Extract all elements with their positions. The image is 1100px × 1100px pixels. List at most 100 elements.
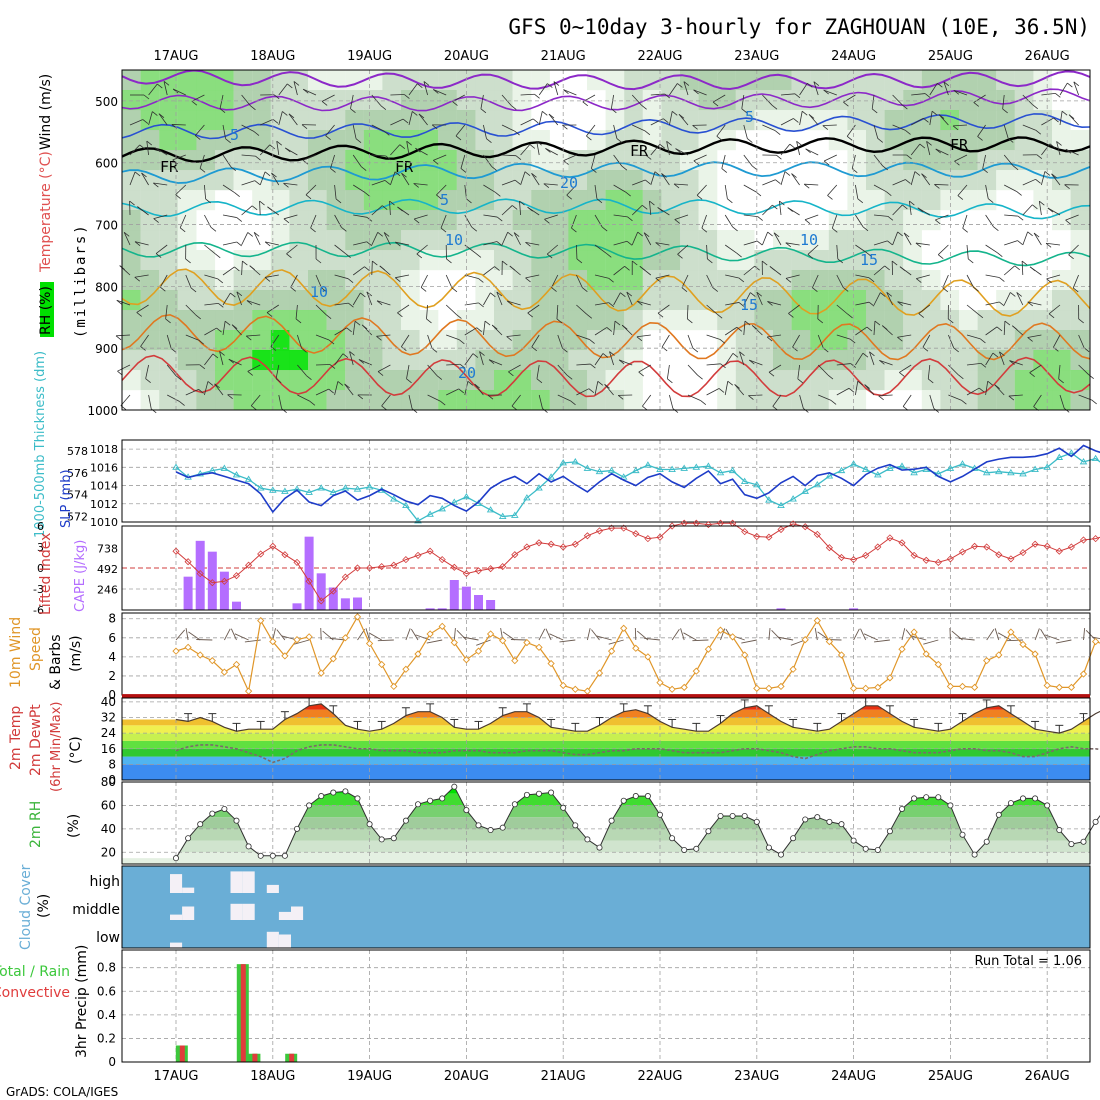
rh-shade-cell — [326, 170, 346, 191]
wind-barb — [525, 241, 540, 246]
rh-shade-cell — [661, 150, 681, 171]
wind10m-point — [777, 682, 785, 691]
wind-barb-flag — [306, 375, 312, 380]
cloud-block-low — [266, 931, 279, 948]
rh-shade-cell — [270, 90, 290, 111]
rh-shade-cell — [531, 70, 550, 91]
wind-barb-flag — [399, 144, 406, 149]
cape-bar — [183, 576, 193, 610]
rh2m-point — [257, 852, 264, 859]
wind10m-point — [716, 626, 725, 634]
wind10m-point — [741, 651, 749, 659]
wind-barb — [1041, 143, 1051, 156]
wind-barb — [613, 321, 616, 336]
temperature-band — [122, 748, 1090, 757]
wind-barb — [649, 201, 652, 216]
wind-barb — [610, 94, 614, 109]
rh-shade-cell — [419, 370, 439, 391]
rh-shade-cell — [866, 270, 885, 291]
wind-barb — [418, 113, 428, 126]
rh-shade-cell — [419, 230, 439, 251]
rh-shade-cell — [940, 350, 960, 371]
wind-barb-flag — [154, 147, 161, 153]
wind-barb-flag — [720, 363, 726, 369]
wind-barb-flag — [918, 313, 924, 318]
wind-barb — [480, 94, 484, 109]
wind-barb-flag — [980, 338, 986, 344]
wind-barb-flag — [275, 378, 282, 384]
rh2m-point — [523, 791, 530, 798]
wind-barb-flag — [475, 253, 482, 258]
wind-barb — [706, 304, 718, 315]
wind-barb — [632, 179, 646, 186]
thickness-point — [244, 475, 253, 482]
rh2m-point — [354, 795, 361, 802]
wind-barb-flag — [527, 312, 533, 318]
rh-shade-cell — [847, 290, 867, 311]
rh-shade-cell — [438, 110, 457, 131]
wind-barb — [594, 353, 604, 366]
wind10m-point — [680, 683, 688, 692]
rh2m-point — [790, 835, 797, 842]
wind-barb — [808, 114, 819, 126]
wind-barb-flag — [590, 363, 596, 369]
wind-barb — [1046, 242, 1061, 246]
rh-shade-cell — [140, 90, 160, 111]
wind10m-barb — [911, 635, 927, 641]
wind-barb — [219, 94, 224, 109]
wind-barb-flag — [532, 118, 539, 124]
rh2m-point — [632, 793, 639, 800]
rh-shade-cell — [270, 270, 290, 291]
wind-barb — [855, 326, 868, 336]
wind10m-barb — [426, 639, 443, 644]
wind-barb-flag — [1027, 337, 1033, 342]
rh-shade-cell — [866, 330, 885, 351]
wind-barb-flag — [155, 253, 162, 258]
ylabel-rh: RH (%) — [38, 286, 54, 335]
thickness-point — [172, 463, 180, 470]
wind-barb-flag — [433, 89, 439, 94]
wind-barb — [613, 184, 626, 193]
li-point — [1031, 540, 1039, 548]
wind-barb — [446, 363, 461, 366]
wind-barb — [264, 274, 279, 278]
wind-barb — [576, 363, 591, 366]
rh-shade-cell — [624, 290, 643, 311]
wind-barb — [353, 214, 368, 218]
li-point — [487, 565, 495, 573]
wind-barb-flag — [458, 388, 465, 394]
rh-shade-cell — [828, 330, 848, 351]
wind-barb — [501, 154, 517, 157]
wind10m-barb — [368, 632, 382, 641]
wind-barb — [576, 244, 578, 260]
rh-shade-cell — [1033, 330, 1053, 351]
thickness-point — [777, 501, 785, 509]
wind-barb-flag — [644, 130, 651, 136]
rh-shade-cell — [494, 110, 513, 131]
wind-barb-flag — [1016, 292, 1022, 297]
li-point — [946, 555, 954, 563]
rh-shade-cell — [196, 190, 216, 211]
wind10m-point — [353, 613, 362, 621]
wind-barb — [123, 232, 131, 246]
wind-barb-flag — [1078, 318, 1084, 324]
rh-shade-cell — [140, 230, 160, 251]
ylabel-cloud-units: (%) — [36, 894, 52, 918]
rh-shade-cell — [642, 250, 662, 271]
wind-barb — [199, 154, 205, 169]
rh-shade-cell — [996, 150, 1015, 171]
slp-frame — [121, 439, 1091, 523]
wind-barb-flag — [472, 353, 479, 358]
wind10m-barb — [644, 637, 661, 641]
wind-barb-flag — [837, 258, 844, 264]
wind-barb — [222, 266, 235, 276]
bottom-day-label: 20AUG — [444, 1069, 489, 1084]
wind-barb-flag — [440, 227, 447, 233]
wind-barb-flag — [948, 318, 954, 324]
wind-barb — [724, 353, 734, 366]
wind10m-point — [1019, 640, 1027, 649]
rh2m-point — [923, 794, 930, 801]
li-point — [995, 551, 1003, 559]
rh-shade-cell — [289, 170, 309, 191]
